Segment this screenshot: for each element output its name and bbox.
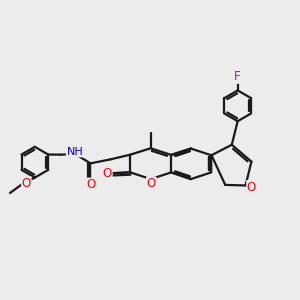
Text: O: O <box>147 177 156 190</box>
Text: O: O <box>247 181 256 194</box>
Text: O: O <box>22 177 31 190</box>
Text: NH: NH <box>66 147 83 157</box>
Text: O: O <box>103 167 112 180</box>
Text: F: F <box>234 70 241 83</box>
Text: O: O <box>86 178 96 191</box>
